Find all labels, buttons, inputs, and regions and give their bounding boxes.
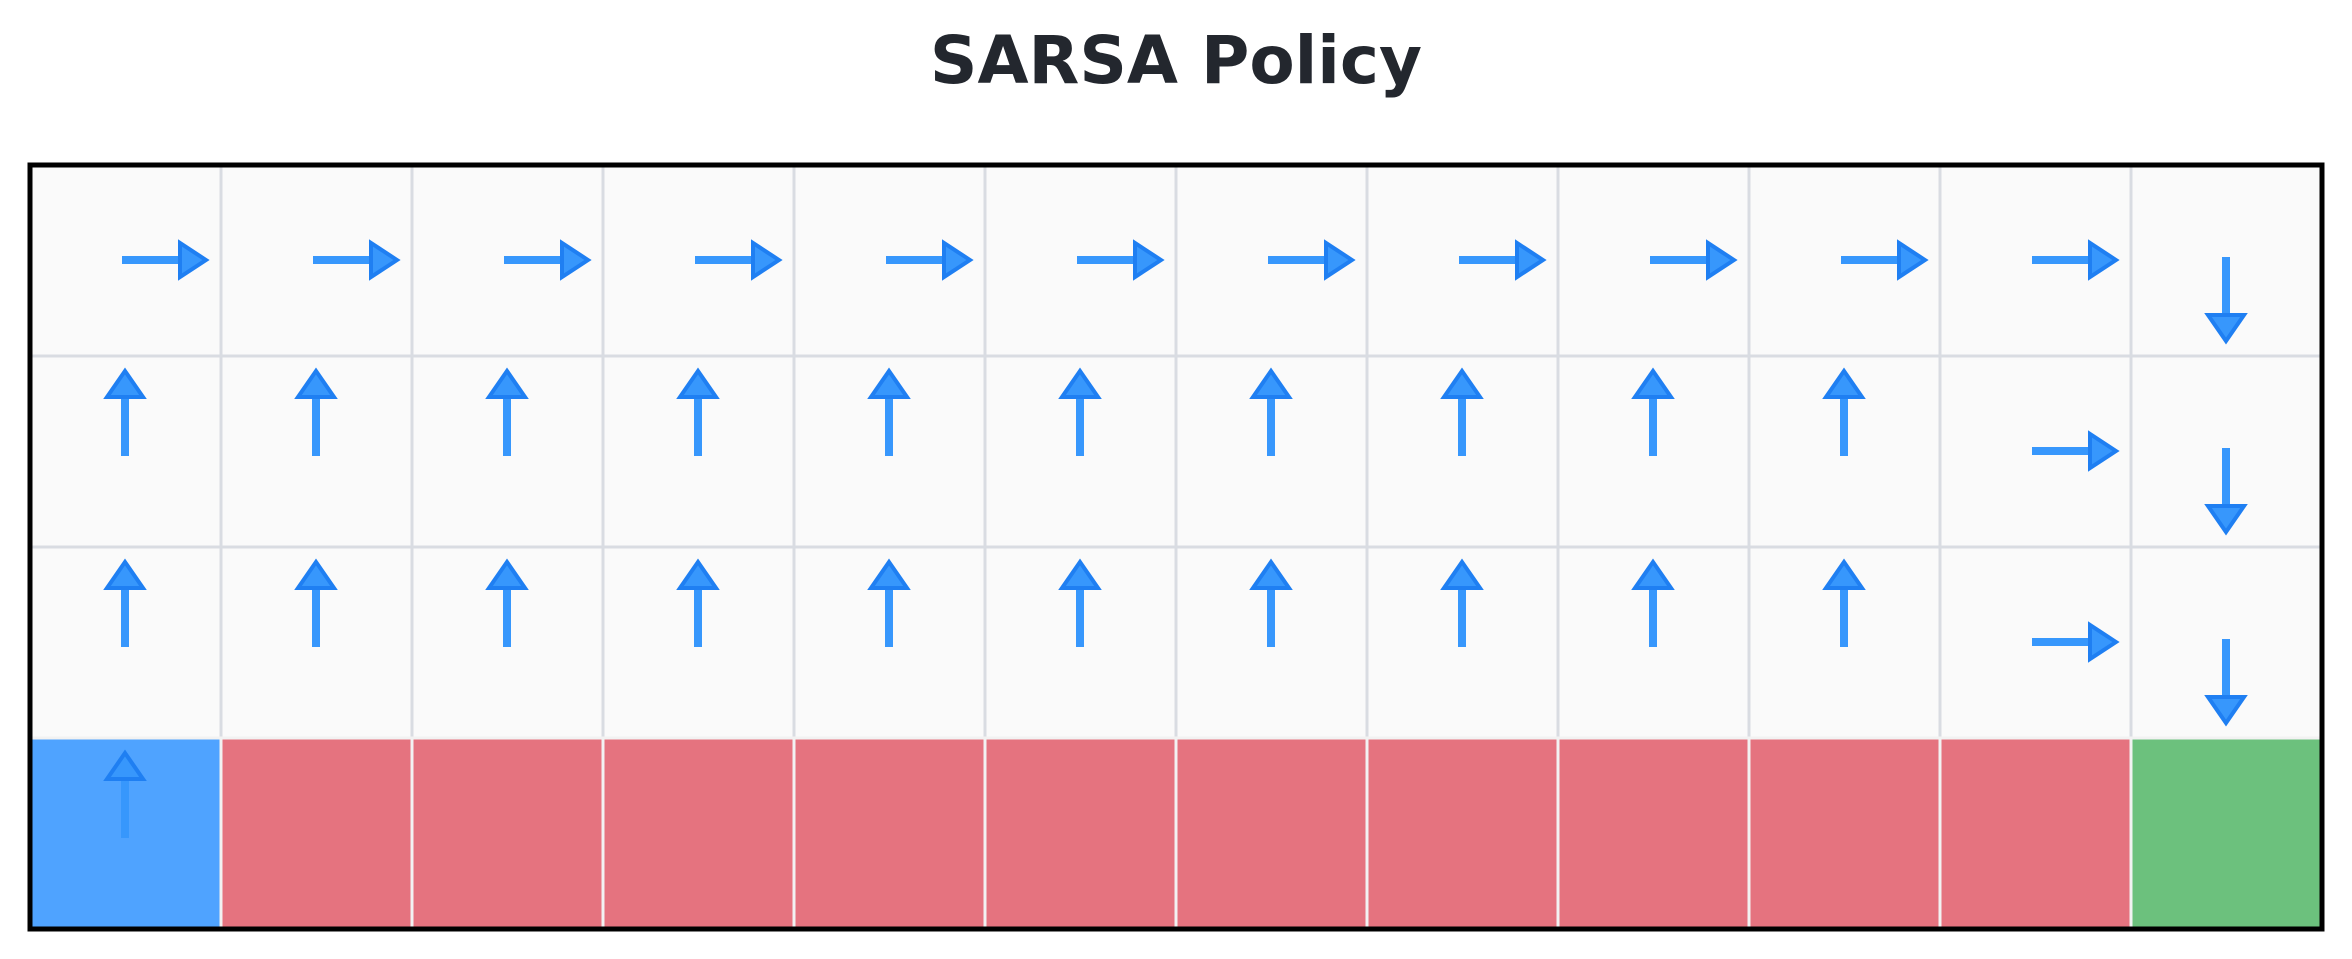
grid-border: [27, 162, 2325, 932]
arrow-up-icon: [1822, 558, 1866, 647]
arrow-up-icon: [485, 558, 529, 647]
cell-cliff-r3-c1: [219, 736, 414, 931]
arrow-right-icon: [1268, 239, 1356, 281]
arrow-up-icon: [485, 367, 529, 456]
arrow-down-icon: [2204, 448, 2248, 536]
arrow-up-icon: [294, 558, 338, 647]
cell-cliff-r3-c3: [601, 736, 796, 931]
grid-cells: [28, 163, 2324, 931]
arrow-up-icon: [676, 558, 720, 647]
arrow-down-icon: [2204, 639, 2248, 727]
arrow-up-icon: [103, 749, 147, 838]
cell-cliff-r3-c7: [1365, 736, 1560, 931]
arrow-up-icon: [1440, 558, 1484, 647]
arrow-right-icon: [313, 239, 401, 281]
cell-cliff-r3-c4: [792, 736, 987, 931]
cell-cliff-r3-c8: [1556, 736, 1751, 931]
cell-cliff-r3-c2: [410, 736, 605, 931]
chart-title: SARSA Policy: [929, 22, 1423, 99]
arrow-up-icon: [1249, 367, 1293, 456]
cell-goal-r3-c11: [2129, 736, 2324, 931]
arrow-up-icon: [103, 367, 147, 456]
arrow-right-icon: [2032, 621, 2120, 663]
arrow-right-icon: [504, 239, 592, 281]
arrow-up-icon: [676, 367, 720, 456]
arrow-up-icon: [867, 367, 911, 456]
arrow-right-icon: [695, 239, 783, 281]
arrow-right-icon: [1459, 239, 1547, 281]
arrow-up-icon: [294, 367, 338, 456]
arrow-up-icon: [1631, 367, 1675, 456]
cell-cliff-r3-c5: [983, 736, 1178, 931]
cell-cliff-r3-c9: [1747, 736, 1942, 931]
arrow-up-icon: [103, 558, 147, 647]
arrow-right-icon: [122, 239, 210, 281]
policy-arrows: [103, 239, 2248, 838]
arrow-right-icon: [886, 239, 974, 281]
cell-cliff-r3-c6: [1174, 736, 1369, 931]
arrow-up-icon: [1249, 558, 1293, 647]
cell-cliff-r3-c10: [1938, 736, 2133, 931]
arrow-right-icon: [2032, 239, 2120, 281]
arrow-right-icon: [1077, 239, 1165, 281]
arrow-right-icon: [1650, 239, 1738, 281]
arrow-right-icon: [1841, 239, 1929, 281]
arrow-up-icon: [1440, 367, 1484, 456]
arrow-up-icon: [1058, 558, 1102, 647]
arrow-up-icon: [867, 558, 911, 647]
arrow-right-icon: [2032, 430, 2120, 472]
arrow-up-icon: [1631, 558, 1675, 647]
arrow-up-icon: [1058, 367, 1102, 456]
arrow-up-icon: [1822, 367, 1866, 456]
arrow-down-icon: [2204, 257, 2248, 345]
